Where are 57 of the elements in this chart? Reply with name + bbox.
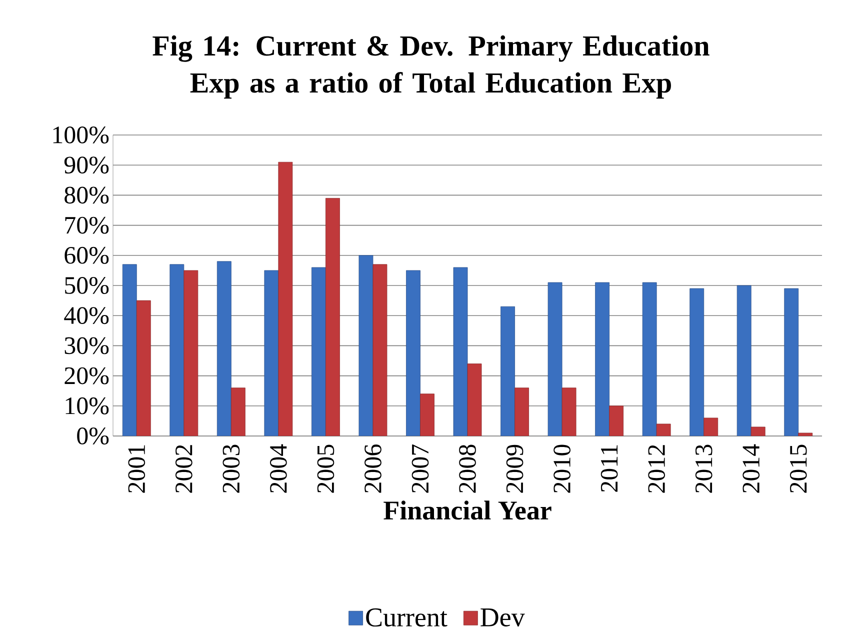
legend-label: Dev (480, 608, 525, 626)
x-tick-label: 2009 (506, 444, 524, 493)
y-tick-label: 30% (64, 337, 109, 354)
chart-title: Fig 14: Current & Dev. Primary Education Exp as a ratio of Total Education Exp (152, 35, 710, 99)
bar (230, 388, 246, 436)
x-tick-label: 2007 (412, 444, 429, 493)
bar (784, 288, 799, 436)
bar (500, 306, 515, 436)
bar (184, 270, 198, 436)
bar (122, 264, 137, 436)
y-tick-label: 50% (65, 277, 109, 294)
y-tick-label: 100% (53, 126, 109, 144)
x-axis-title: Financial Year (384, 500, 552, 520)
y-tick-label: 60% (64, 246, 109, 264)
bar (406, 270, 420, 436)
x-tick-label: 2008 (459, 444, 476, 493)
x-tick-label: 2012 (648, 445, 666, 493)
x-tick-label: 2003 (222, 444, 240, 493)
bar (609, 406, 624, 436)
x-tick-label: 2014 (742, 444, 760, 493)
bar (170, 264, 184, 436)
bar (326, 198, 340, 436)
bar (453, 267, 468, 436)
y-tick-label: 90% (64, 156, 109, 174)
x-tick-label: 2006 (364, 444, 382, 493)
bar (690, 288, 704, 436)
bar (642, 282, 657, 436)
bar (704, 418, 718, 436)
x-tick-label: 2013 (695, 444, 712, 493)
bar (278, 162, 293, 436)
x-tick-label: 2005 (317, 444, 334, 493)
bar (467, 364, 482, 436)
y-tick-label: 10% (66, 397, 109, 414)
y-tick-label: 70% (65, 216, 109, 234)
bar (548, 282, 562, 436)
x-tick-label: 2015 (790, 444, 807, 493)
bar (736, 285, 752, 436)
bar (372, 264, 388, 436)
x-tick-label: 2002 (175, 445, 192, 493)
bar (312, 267, 326, 436)
x-tick-label: 2001 (128, 445, 146, 493)
bar (514, 388, 529, 436)
bar (562, 388, 576, 436)
bar (264, 270, 279, 436)
bar (216, 261, 232, 436)
y-tick-label: 20% (64, 367, 109, 384)
x-tick-label: 2011 (600, 445, 618, 492)
y-tick-label: 80% (64, 186, 109, 204)
y-tick-label: 40% (64, 307, 109, 324)
bar (136, 300, 151, 436)
x-tick-label: 2004 (270, 444, 287, 493)
x-tick-label: 2010 (554, 444, 570, 493)
y-tick-label: 0% (77, 428, 109, 444)
bar (595, 282, 610, 436)
legend-label: Current (366, 608, 448, 627)
bar (420, 394, 434, 436)
bar (358, 255, 374, 436)
